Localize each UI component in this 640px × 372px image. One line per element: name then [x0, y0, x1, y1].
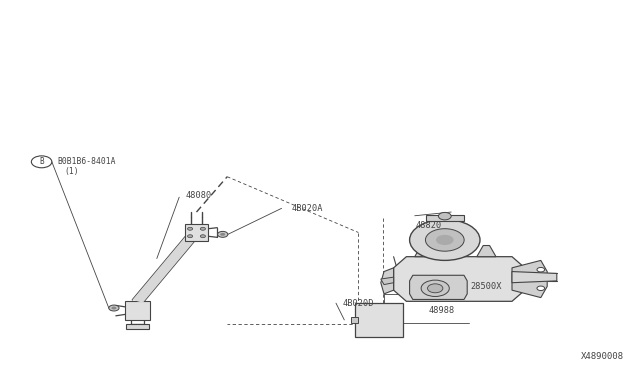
Circle shape	[220, 233, 225, 236]
Circle shape	[426, 229, 464, 251]
Circle shape	[109, 305, 119, 311]
Bar	[125, 301, 150, 320]
Bar	[351, 317, 358, 323]
Circle shape	[218, 231, 228, 237]
Text: (1): (1)	[64, 167, 79, 176]
Text: X4890008: X4890008	[581, 352, 624, 361]
Polygon shape	[381, 268, 394, 294]
Polygon shape	[415, 246, 434, 257]
Polygon shape	[394, 257, 525, 301]
Text: B: B	[39, 157, 44, 166]
Text: 48080: 48080	[186, 191, 212, 200]
Circle shape	[537, 267, 545, 272]
Bar	[186, 224, 207, 241]
Polygon shape	[410, 275, 467, 299]
Text: B0B1B6-8401A: B0B1B6-8401A	[58, 157, 116, 166]
Text: 28500X: 28500X	[470, 282, 502, 291]
Circle shape	[200, 235, 205, 238]
Polygon shape	[381, 277, 394, 285]
Circle shape	[410, 219, 480, 260]
Circle shape	[111, 307, 116, 310]
Polygon shape	[477, 246, 496, 257]
Polygon shape	[512, 260, 547, 298]
Text: 48988: 48988	[429, 306, 455, 315]
Circle shape	[428, 284, 443, 293]
Text: 48820: 48820	[416, 221, 442, 230]
Circle shape	[438, 212, 451, 220]
Bar	[426, 215, 464, 221]
Circle shape	[537, 286, 545, 291]
Text: 4B020A: 4B020A	[291, 204, 323, 213]
Circle shape	[436, 235, 454, 245]
Polygon shape	[132, 231, 200, 303]
Bar	[355, 303, 403, 337]
Circle shape	[200, 227, 205, 230]
Circle shape	[188, 227, 193, 230]
Circle shape	[188, 235, 193, 238]
Circle shape	[421, 280, 449, 296]
Polygon shape	[512, 272, 557, 283]
Text: 4B020D: 4B020D	[342, 299, 374, 308]
Bar	[126, 324, 149, 329]
